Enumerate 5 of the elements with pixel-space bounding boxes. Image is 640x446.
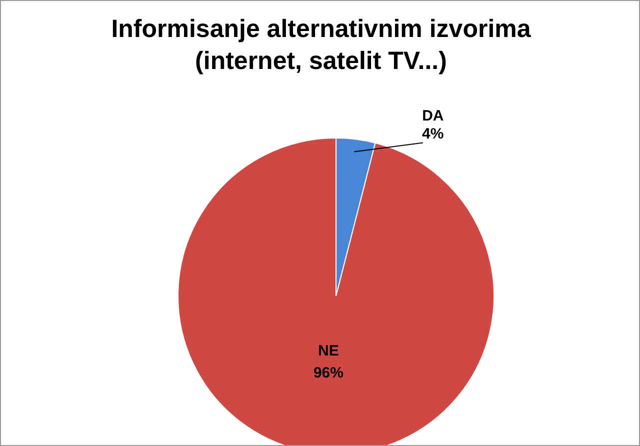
slice-label: NE — [318, 342, 339, 360]
slice-label: DA — [422, 108, 444, 125]
chart-title: Informisanje alternativnim izvorima (internet, satelit TV...) — [110, 14, 532, 77]
data-label: 96% — [313, 364, 344, 382]
data-label: 4% — [422, 126, 444, 143]
